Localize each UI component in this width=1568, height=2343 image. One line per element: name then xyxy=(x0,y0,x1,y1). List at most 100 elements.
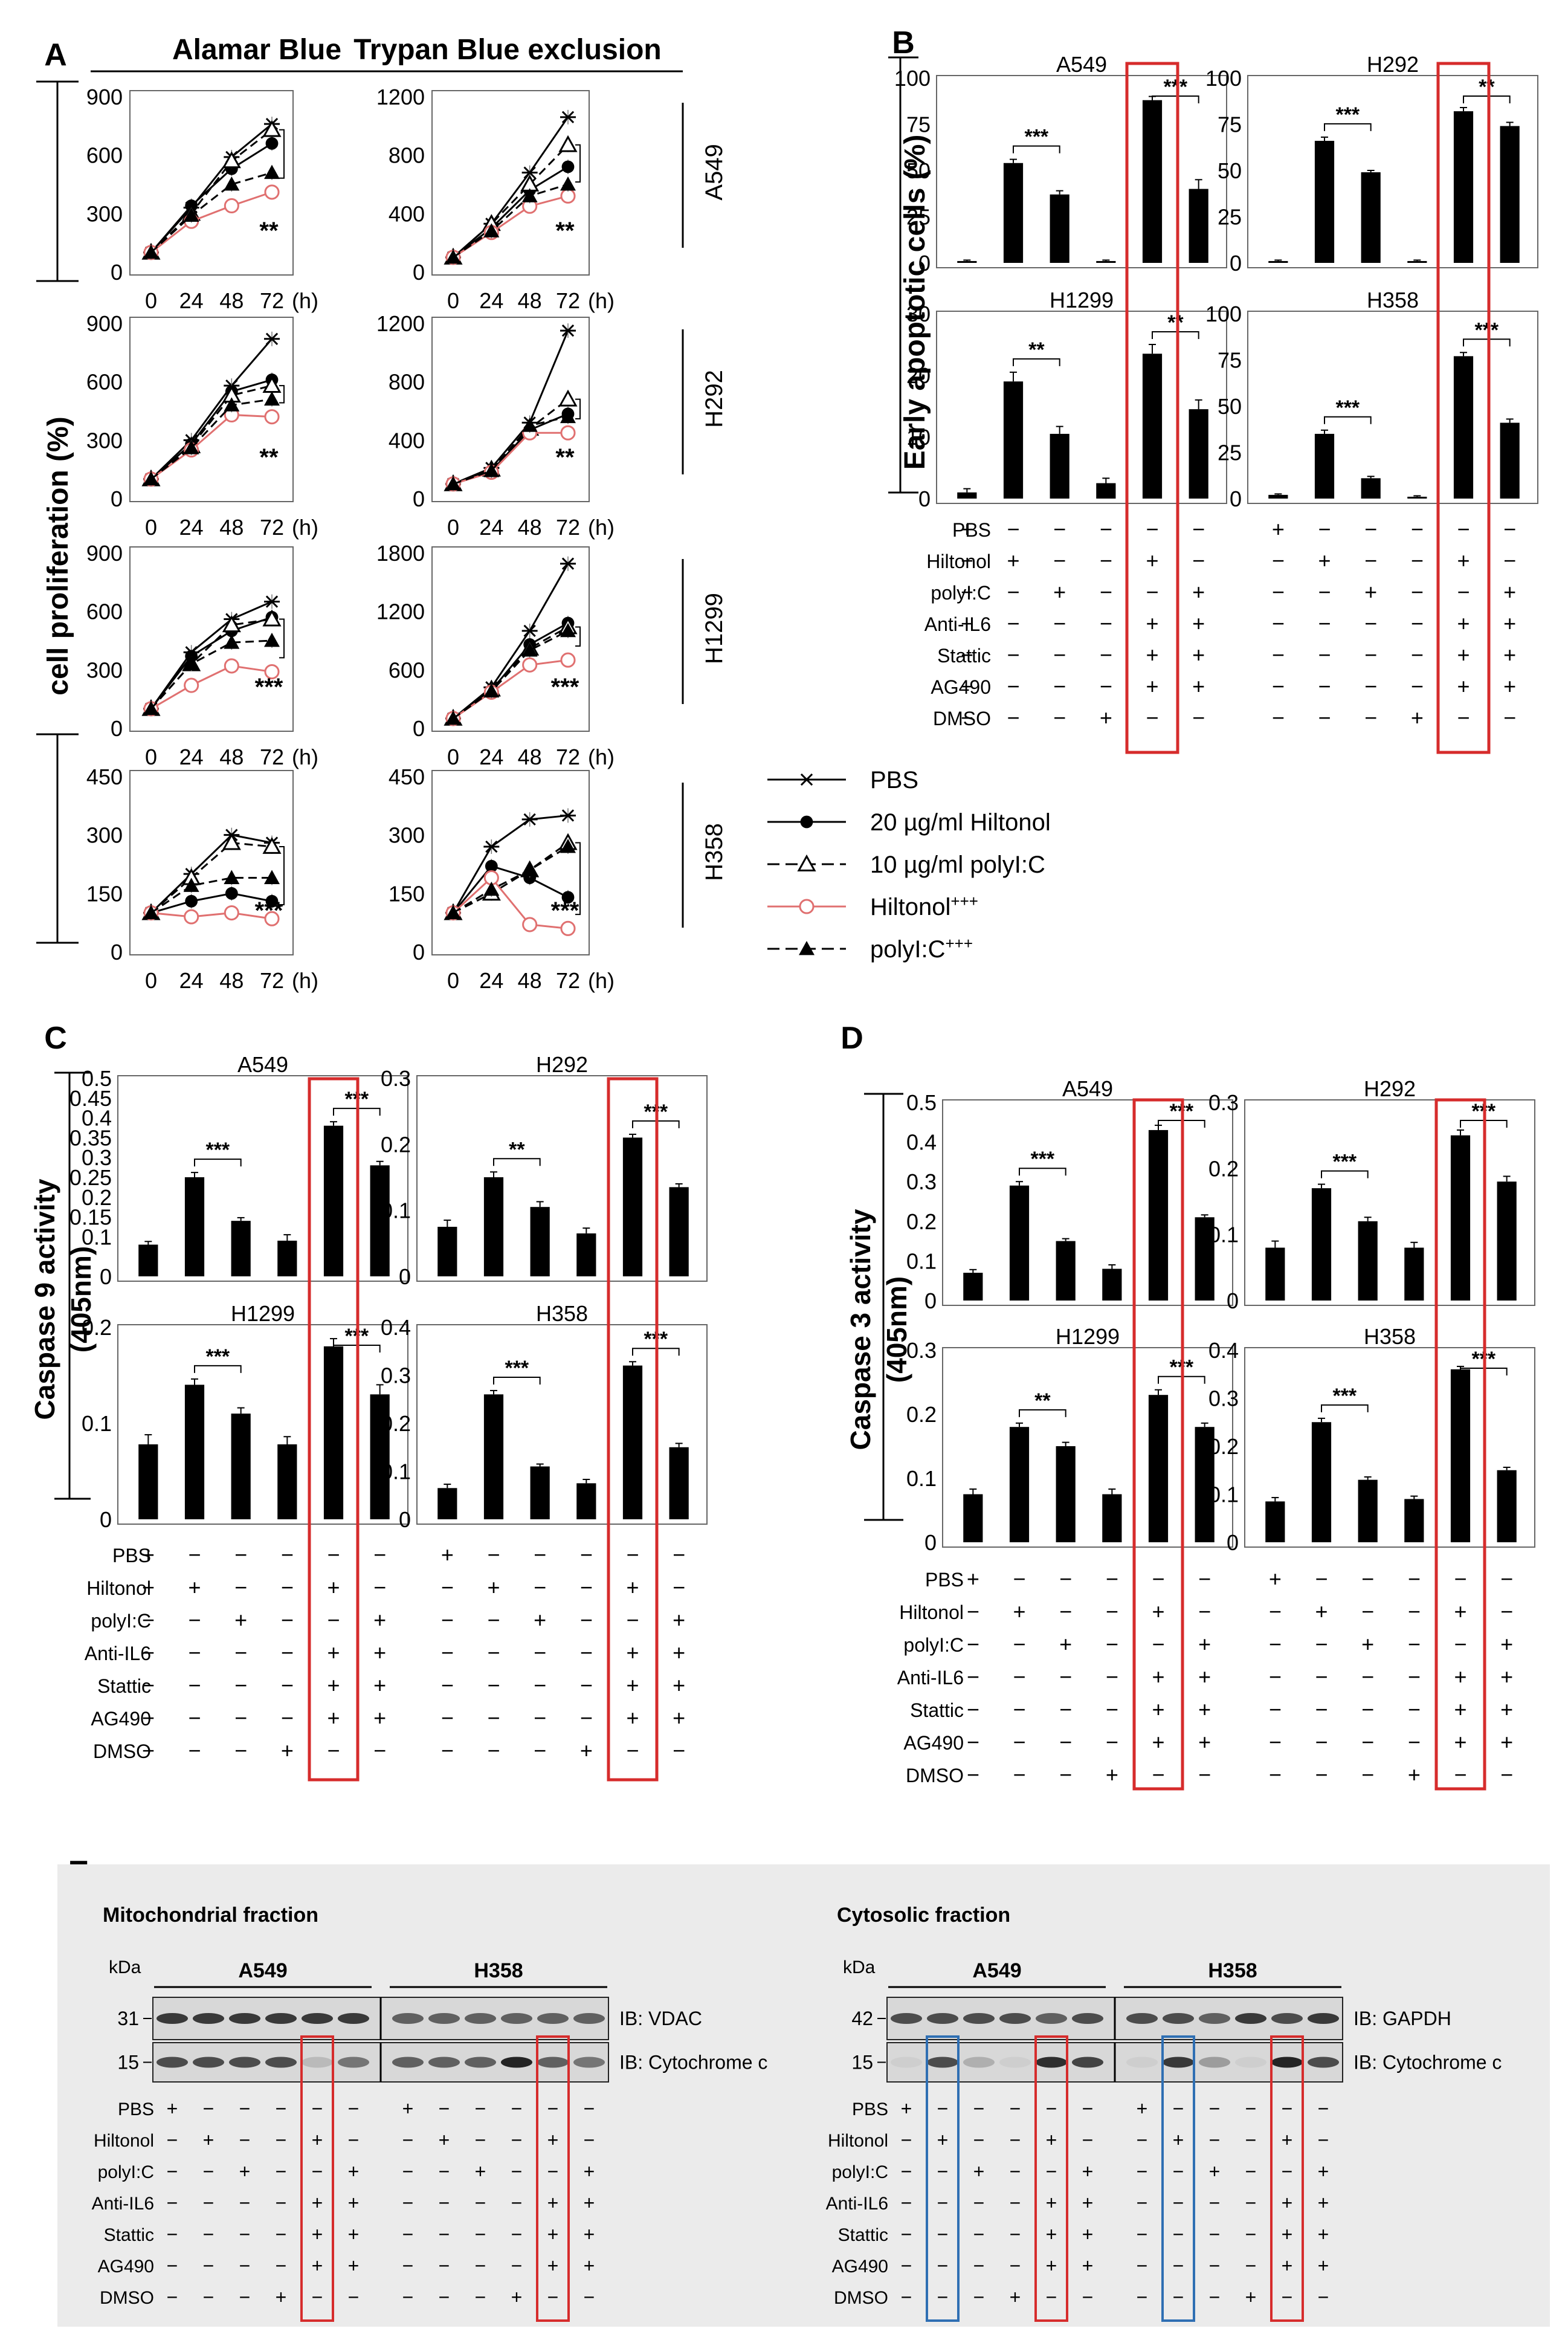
panelC-treat-sign: − xyxy=(188,1542,201,1567)
panelD-treat-sign: − xyxy=(967,1730,979,1754)
panelB-treat-sign: + xyxy=(1192,580,1205,604)
panelA-xunit: (h) xyxy=(588,745,615,769)
panelD-treat-sign: − xyxy=(1269,1730,1282,1754)
panelE-treat-sign: + xyxy=(901,2098,912,2119)
panelB-frame-H292 xyxy=(1247,75,1538,268)
panelA-xunit: (h) xyxy=(292,288,318,313)
panelD-treat-sign: − xyxy=(1198,1762,1211,1787)
panelE-treat-sign: − xyxy=(1137,2160,1148,2182)
panelA-sig-label: ** xyxy=(555,218,575,244)
panelB-cell-title-H1299: H1299 xyxy=(1050,288,1114,312)
panelD-bar-A549-3 xyxy=(1102,1268,1122,1301)
panelE-treat-sign: + xyxy=(1046,2192,1057,2214)
panelA-sig-label: *** xyxy=(551,674,579,700)
panelA-point xyxy=(558,135,578,152)
panelC-treat-sign: + xyxy=(534,1608,546,1632)
panelC-treat-sign: − xyxy=(234,1542,247,1567)
panelB-treat-sign: − xyxy=(1007,580,1019,604)
panelD-cell-title-H292: H292 xyxy=(1364,1076,1416,1101)
panelC-ytick: 0.4 xyxy=(82,1106,112,1131)
panelA-series-line-0 xyxy=(453,116,569,258)
panelE-band xyxy=(392,2013,424,2024)
panelA-ytick: 0 xyxy=(413,940,425,965)
panelB-treat-sign: + xyxy=(1457,674,1470,699)
panelE-treat-sign: + xyxy=(1082,2160,1094,2182)
panelC-treat-sign: − xyxy=(142,1673,155,1698)
panelE-cell-label-H358: H358 xyxy=(474,1959,523,1982)
panelB-treat-sign: + xyxy=(1503,611,1516,636)
panelD-treat-sign: − xyxy=(1315,1697,1328,1722)
panelB-treat-sign: − xyxy=(1364,642,1377,667)
panelC-bar-A549-3 xyxy=(277,1240,297,1276)
panelC-treat-sign: − xyxy=(626,1542,639,1567)
panelC-frame-H358 xyxy=(416,1324,708,1525)
panelA-series-line-0 xyxy=(453,330,569,485)
panelC-cell-title-A549: A549 xyxy=(237,1052,288,1077)
panelA-series-line-0 xyxy=(150,834,273,914)
panelC-treat-sign: − xyxy=(441,1705,454,1730)
panelA-point xyxy=(560,557,576,570)
panelB-treat-sign: − xyxy=(1364,517,1377,541)
panelB-treat-sign: − xyxy=(1503,548,1516,573)
panelC-treat-sign: + xyxy=(234,1608,247,1632)
panelC-treat-sign: + xyxy=(673,1673,685,1698)
panelE-band xyxy=(1163,2013,1194,2024)
panelD-bar-H292-0 xyxy=(1265,1247,1285,1301)
panelA-point-c xyxy=(523,624,536,638)
panelE-treat-sign: − xyxy=(1137,2129,1148,2151)
panelB-treat-sign: + xyxy=(1503,674,1516,699)
panelE-highlight-box-blue xyxy=(926,2035,960,2322)
panelE-treat-sign: − xyxy=(203,2255,215,2277)
panelE-treat-sign: − xyxy=(1173,2160,1184,2182)
panelD-treat-sign: − xyxy=(1315,1632,1328,1656)
panelD-cell-title-H1299: H1299 xyxy=(1056,1324,1120,1349)
panelD-sig-label: *** xyxy=(1332,1151,1357,1174)
panelD-treat-sign: − xyxy=(1106,1632,1118,1656)
panelA-xunit: (h) xyxy=(292,745,318,769)
panelE-band xyxy=(1036,2013,1067,2024)
panelA-point xyxy=(183,877,199,892)
panelD-bar-H358-0 xyxy=(1265,1501,1285,1542)
panelC-ylabel2: (405nm) xyxy=(65,1246,97,1352)
panelD-treat-sign: + xyxy=(1361,1632,1374,1656)
panelA-xtick: 24 xyxy=(479,288,503,313)
panelB-ylabel: Early apoptotic cells (%) xyxy=(899,135,931,470)
panelC-treat-sign: − xyxy=(534,1542,546,1567)
panelC-bar-H1299-3 xyxy=(277,1444,297,1519)
panelC-treat-sign: − xyxy=(281,1640,294,1665)
panelB-treat-sign: − xyxy=(1146,580,1158,604)
panelD-treat-sign: + xyxy=(1408,1762,1421,1787)
panelC-treat-sign: + xyxy=(327,1575,340,1600)
panelD-treat-sign: − xyxy=(1361,1762,1374,1787)
panelB-treat-sign: − xyxy=(1007,517,1019,541)
panelC-treat-sign: − xyxy=(142,1575,155,1600)
panelC-treat-sign: + xyxy=(142,1542,155,1567)
legend-label-0: PBS xyxy=(870,767,918,793)
panelA-series-line-0 xyxy=(453,563,569,720)
panelA-point xyxy=(222,833,241,850)
panelC-treat-sign: + xyxy=(327,1705,340,1730)
panelE-band xyxy=(963,2013,995,2024)
panelC-treat-sign: − xyxy=(580,1705,593,1730)
panelA-series-line-3 xyxy=(452,876,569,929)
panelA-series-line-3 xyxy=(150,665,273,710)
panelA-ytick: 150 xyxy=(389,881,425,906)
panelA-series-line-4 xyxy=(453,183,569,259)
panelD-ytick: 0.3 xyxy=(1208,1386,1239,1411)
panelA-series-line-3 xyxy=(150,191,273,253)
panelB-treat-sign: − xyxy=(961,580,973,604)
panelD-frame-H1299 xyxy=(942,1347,1233,1548)
panelB-sig-bracket xyxy=(1152,95,1199,103)
panelE-fraction-title-0: Mitochondrial fraction xyxy=(103,1904,318,1927)
panelB-treat-sign: − xyxy=(1053,548,1066,573)
panelE-treat-label-Stattic: Stattic xyxy=(838,2225,888,2245)
panelA-point xyxy=(264,911,280,926)
panelC-treat-sign: − xyxy=(534,1640,546,1665)
panelD-treat-sign: − xyxy=(1361,1697,1374,1722)
panelD-treat-sign: − xyxy=(1269,1762,1282,1787)
panelE-treat-sign: − xyxy=(439,2255,450,2277)
panelE-treat-label-Anti-IL6: Anti-IL6 xyxy=(826,2194,888,2214)
panelD-ytick: 0.2 xyxy=(906,1402,937,1427)
panelD-highlight-box-right xyxy=(1434,1098,1486,1791)
panelA-plot-frame-H1299-1 xyxy=(431,546,590,732)
